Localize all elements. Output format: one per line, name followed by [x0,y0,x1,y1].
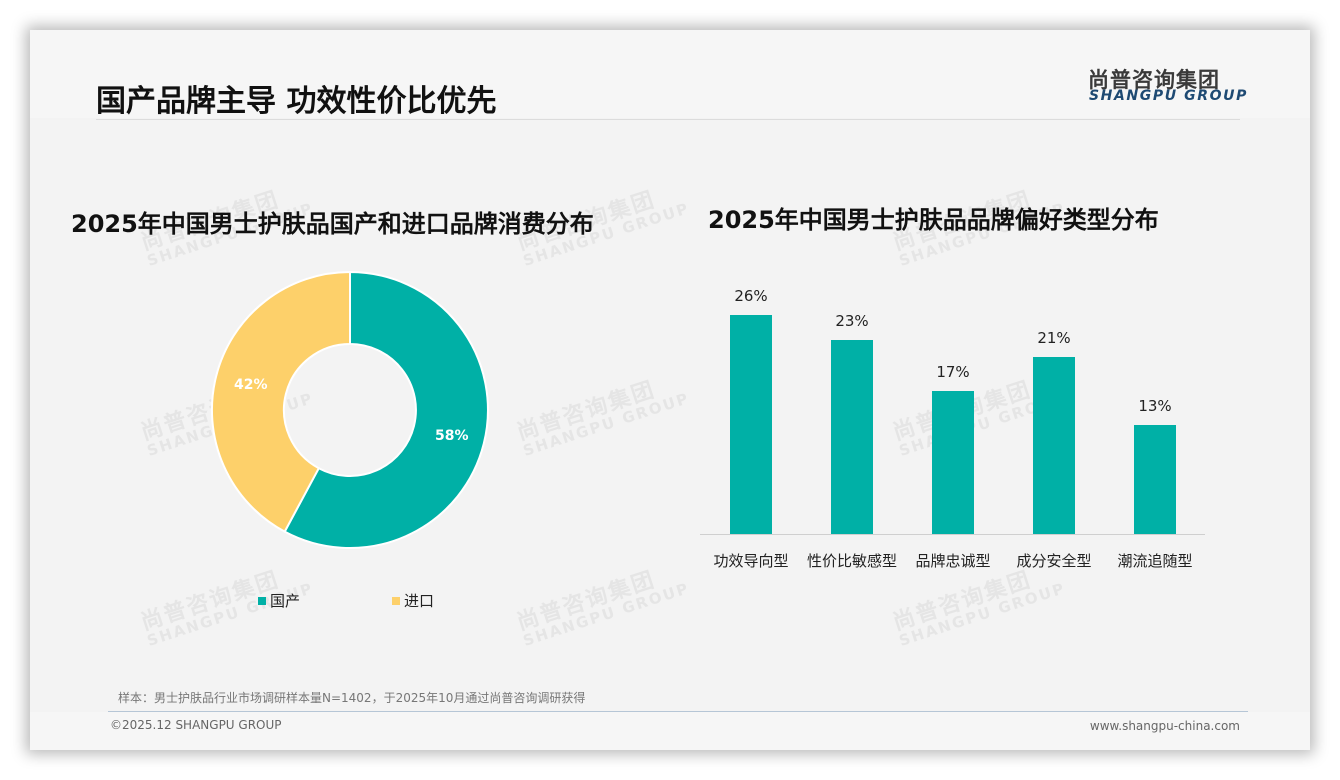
category-label: 功效导向型 [713,552,789,570]
bar[interactable] [1033,357,1075,534]
footer-divider [108,711,1248,712]
page-title: 国产品牌主导 功效性价比优先 [96,84,497,119]
donut-chart [211,270,489,549]
category-label: 性价比敏感型 [806,552,897,570]
x-axis-line [700,534,1205,535]
header-band [30,30,1310,118]
copyright: ©2025.12 SHANGPU GROUP [110,718,282,732]
bar-value-label: 21% [1037,329,1071,347]
legend-swatch-icon [392,596,400,605]
logo-english: SHANGPU GROUP [1089,88,1248,104]
bar[interactable] [730,315,772,534]
bar-value-label: 13% [1138,397,1172,415]
donut-label-domestic: 58% [435,428,469,444]
logo-chinese: 尚普咨询集团 [1088,68,1220,92]
category-label: 成分安全型 [1016,552,1092,570]
donut-label-imported: 42% [234,377,268,393]
footer-band [30,712,1310,750]
legend-item-domestic: 国产 [258,590,300,611]
bar[interactable] [932,391,974,534]
category-label: 品牌忠诚型 [915,552,991,570]
legend-label: 进口 [404,592,435,610]
title-divider [96,119,1240,120]
bar-chart-title: 2025年中国男士护肤品品牌偏好类型分布 [708,206,1159,234]
legend-swatch-icon [258,596,266,605]
bar[interactable] [831,340,873,534]
slide: 尚普咨询集团 SHANGPU GROUP 尚普咨询集团 SHANGPU GROUP … [30,30,1310,750]
category-label: 潮流追随型 [1117,552,1193,570]
legend-label: 国产 [270,592,301,610]
legend-item-imported: 进口 [392,590,434,611]
donut-slice-imported[interactable] [211,270,351,533]
website-link[interactable]: www.shangpu-china.com [1089,719,1240,733]
sample-note: 样本：男士护肤品行业市场调研样本量N=1402，于2025年10月通过尚普咨询调… [118,691,586,705]
donut-chart-title: 2025年中国男士护肤品国产和进口品牌消费分布 [71,210,594,238]
bar-value-label: 17% [936,363,970,381]
bar-value-label: 23% [835,312,869,330]
bar[interactable] [1134,425,1176,534]
donut-slice-domestic[interactable] [283,270,489,549]
bar-value-label: 26% [734,287,768,305]
